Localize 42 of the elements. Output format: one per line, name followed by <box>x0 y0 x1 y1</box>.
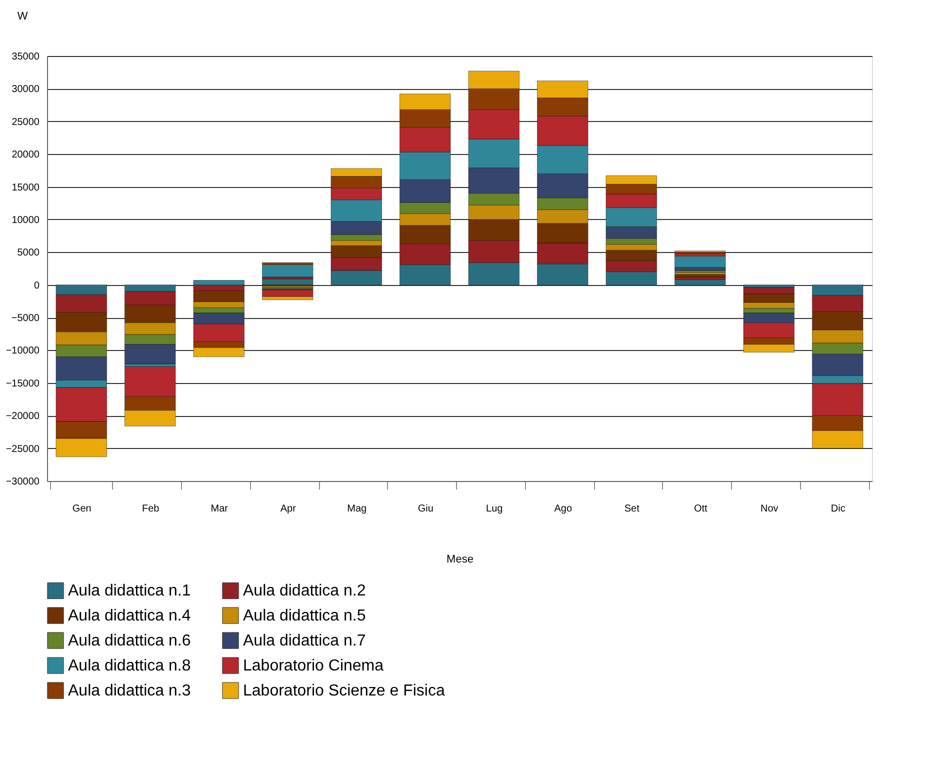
x-tick-label: Ago <box>554 504 572 514</box>
y-axis-title: W <box>17 10 28 22</box>
legend-label: Aula didattica n.2 <box>243 582 366 600</box>
y-tick-label: −30000 <box>6 476 40 488</box>
legend-label: Aula didattica n.1 <box>68 582 191 600</box>
bar <box>262 264 314 278</box>
y-tick-label: 10000 <box>12 214 40 226</box>
legend-label: Aula didattica n.8 <box>68 658 191 674</box>
legend-label: Aula didattica n.7 <box>243 632 366 650</box>
x-tick-label: Ott <box>694 504 708 514</box>
y-tick-label: 25000 <box>12 116 40 128</box>
x-axis-title: Mese <box>446 554 474 566</box>
x-tick-label: Gen <box>72 504 92 514</box>
legend-label: Aula didattica n.4 <box>68 608 191 624</box>
x-tick-label: Giu <box>418 504 434 514</box>
y-tick-label: −10000 <box>6 346 40 357</box>
x-tick-label: Dic <box>830 504 846 514</box>
bar <box>262 290 314 297</box>
y-tick-label: 35000 <box>12 52 40 62</box>
y-tick-label: 5000 <box>17 248 40 259</box>
y-tick-label: −15000 <box>6 378 40 390</box>
x-tick-label: Feb <box>142 504 160 514</box>
y-tick-label: −25000 <box>6 444 40 455</box>
x-tick-label: Mar <box>210 504 229 514</box>
legend-label: Aula didattica n.6 <box>68 632 191 650</box>
legend-label: Aula didattica n.3 <box>68 682 191 700</box>
y-tick-label: 30000 <box>12 84 40 96</box>
y-tick-label: −20000 <box>6 411 40 422</box>
bar <box>674 274 726 278</box>
x-tick-label: Nov <box>760 504 778 514</box>
x-tick-label: Lug <box>486 504 503 514</box>
y-tick-label: 15000 <box>12 182 40 194</box>
y-tick-label: −5000 <box>11 313 40 324</box>
x-tick-label: Set <box>624 504 640 514</box>
x-tick-label: Mag <box>347 504 367 514</box>
legend-label: Laboratorio Scienze e Fisica <box>243 682 445 700</box>
legend-label: Laboratorio Cinema <box>243 658 384 674</box>
y-tick-label: 0 <box>34 280 40 292</box>
y-tick-label: 20000 <box>12 150 40 161</box>
x-tick-label: Apr <box>280 504 297 514</box>
legend-label: Aula didattica n.5 <box>243 608 366 624</box>
bar <box>674 256 726 268</box>
